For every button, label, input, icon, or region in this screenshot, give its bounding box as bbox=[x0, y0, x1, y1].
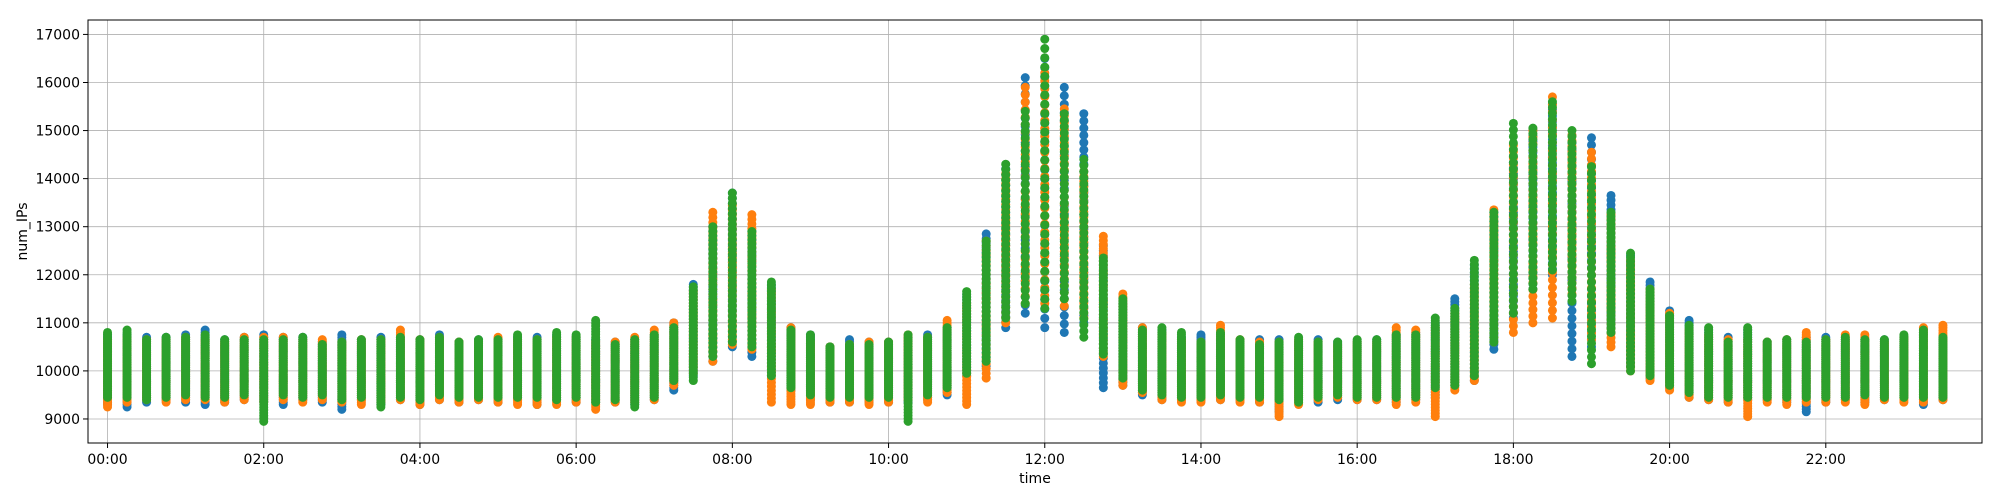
data-point bbox=[1567, 344, 1577, 354]
data-point bbox=[1215, 320, 1225, 330]
data-point bbox=[1059, 301, 1069, 311]
data-point bbox=[1059, 91, 1069, 101]
data-point bbox=[1059, 82, 1069, 92]
data-point bbox=[1020, 97, 1030, 107]
data-point bbox=[1059, 327, 1069, 337]
data-point bbox=[1606, 190, 1616, 200]
data-point bbox=[1098, 231, 1108, 241]
data-point bbox=[337, 330, 347, 340]
data-point bbox=[981, 229, 991, 239]
data-point bbox=[1079, 116, 1089, 126]
data-point bbox=[1586, 140, 1596, 150]
data-points bbox=[103, 34, 1948, 426]
data-point bbox=[1040, 313, 1050, 323]
data-point bbox=[1567, 306, 1577, 316]
data-point bbox=[1059, 311, 1069, 321]
data-point bbox=[1567, 351, 1577, 361]
data-point bbox=[1079, 130, 1089, 140]
data-point bbox=[1079, 145, 1089, 155]
data-point bbox=[1196, 330, 1206, 340]
data-point bbox=[1450, 294, 1460, 304]
data-point bbox=[1645, 277, 1655, 287]
data-point bbox=[1040, 323, 1050, 333]
data-point bbox=[1059, 319, 1069, 329]
data-point bbox=[942, 315, 952, 325]
data-point bbox=[1586, 133, 1596, 143]
data-point bbox=[395, 325, 405, 335]
data-point bbox=[1020, 90, 1030, 100]
data-point bbox=[1079, 123, 1089, 133]
data-point bbox=[1567, 313, 1577, 323]
data-point bbox=[1079, 138, 1089, 148]
data-point bbox=[1567, 321, 1577, 331]
data-point bbox=[1020, 82, 1030, 92]
data-point bbox=[747, 210, 757, 220]
data-point bbox=[1391, 323, 1401, 333]
data-point bbox=[708, 207, 718, 217]
data-point bbox=[1079, 109, 1089, 119]
data-point bbox=[1020, 73, 1030, 83]
data-point bbox=[1020, 308, 1030, 318]
data-point bbox=[1567, 336, 1577, 346]
data-point bbox=[1567, 329, 1577, 339]
